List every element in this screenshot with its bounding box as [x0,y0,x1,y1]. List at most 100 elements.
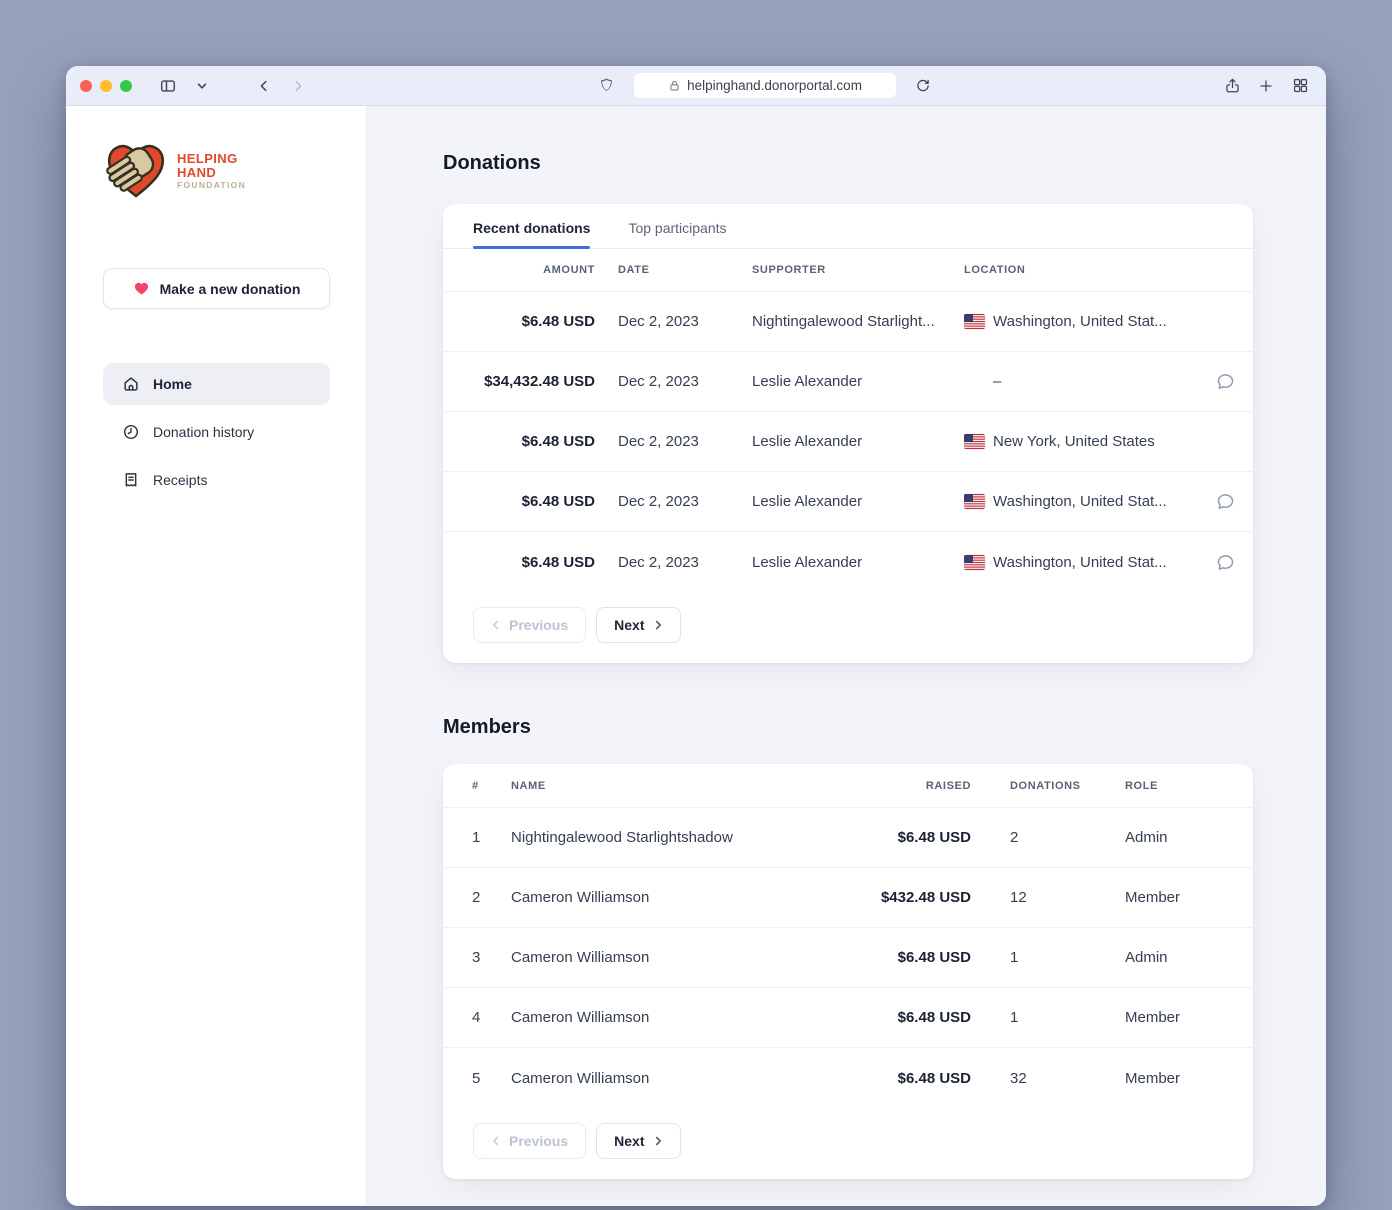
member-raised: $432.48 USD [880,889,971,906]
next-page-button[interactable]: Next [596,607,681,643]
member-row[interactable]: 1 Nightingalewood Starlightshadow $6.48 … [443,808,1253,868]
next-label: Next [614,617,645,633]
tab-overview-icon[interactable] [1288,74,1312,98]
column-header-role: ROLE [1125,779,1158,792]
donation-amount: $6.48 USD [521,433,595,450]
sidebar-toggle-icon[interactable] [156,74,180,98]
us-flag-icon [964,554,985,570]
member-donations: 2 [1010,829,1019,846]
previous-page-button[interactable]: Previous [473,607,587,643]
privacy-shield-icon[interactable] [595,74,619,98]
members-title: Members [443,716,531,738]
member-role: Member [1125,889,1181,906]
column-header-location: LOCATION [964,264,1026,276]
member-role: Admin [1125,949,1168,966]
main-content: Donations Recent donations Top participa… [367,106,1326,1205]
sidebar-item-donation-history[interactable]: Donation history [103,411,330,453]
donations-pagination: Previous Next [443,592,1253,663]
lock-icon [670,80,679,91]
sidebar-item-label: Receipts [153,472,208,488]
tab-recent-donations[interactable]: Recent donations [473,204,591,249]
address-bar[interactable]: helpinghand.donorportal.com [632,72,898,99]
donation-location-text: Washington, United Stat... [993,313,1167,330]
donation-location-text: New York, United States [993,433,1155,450]
donation-row[interactable]: $6.48 USD Dec 2, 2023 Leslie Alexander N… [443,412,1253,472]
browser-toolbar: helpinghand.donorportal.com [66,66,1326,106]
donation-date: Dec 2, 2023 [618,553,699,571]
forward-icon[interactable] [286,74,310,98]
chevron-right-icon [655,1136,661,1146]
comment-icon[interactable] [1216,553,1235,572]
donation-location-text: Washington, United Stat... [993,493,1167,510]
column-header-name: NAME [511,779,546,792]
logo-word-hand: HAND [177,164,217,180]
members-card: # NAME RAISED DONATIONS ROLE 1 Nightinga… [443,764,1253,1179]
column-header-supporter: SUPPORTER [752,264,826,276]
member-row[interactable]: 4 Cameron Williamson $6.48 USD 1 Member [443,988,1253,1048]
member-role: Member [1125,1009,1181,1026]
donation-date: Dec 2, 2023 [618,493,699,510]
donation-supporter: Nightingalewood Starlight... [752,313,935,330]
column-header-raised: RAISED [925,779,971,792]
us-flag-icon [964,494,985,509]
donation-supporter: Leslie Alexander [752,433,863,450]
next-page-button[interactable]: Next [596,1123,681,1159]
member-row[interactable]: 3 Cameron Williamson $6.48 USD 1 Admin [443,928,1253,988]
previous-label: Previous [509,1133,569,1149]
org-logo: HELPING HAND FOUNDATION [103,140,330,202]
donation-row[interactable]: $6.48 USD Dec 2, 2023 Leslie Alexander W… [443,532,1253,592]
member-role: Member [1125,1069,1181,1087]
comment-icon[interactable] [1216,372,1235,391]
member-row[interactable]: 2 Cameron Williamson $432.48 USD 12 Memb… [443,868,1253,928]
donation-date: Dec 2, 2023 [618,313,699,330]
fullscreen-window-button[interactable] [120,79,132,92]
chevron-left-icon [492,1136,499,1146]
donations-title: Donations [443,152,541,174]
chevron-right-icon [655,620,661,630]
close-window-button[interactable] [80,79,92,92]
member-donations: 1 [1010,1009,1019,1026]
members-table-body: 1 Nightingalewood Starlightshadow $6.48 … [443,808,1253,1108]
donation-row[interactable]: $34,432.48 USD Dec 2, 2023 Leslie Alexan… [443,352,1253,412]
sidebar-item-label: Donation history [153,424,255,440]
reload-icon[interactable] [911,74,935,98]
receipt-icon [125,473,137,487]
heart-icon [134,282,148,295]
member-role: Admin [1125,829,1168,846]
helping-hand-logo-icon [106,144,165,198]
share-icon[interactable] [1220,74,1244,98]
column-header-rank: # [472,779,479,792]
member-raised: $6.48 USD [897,829,971,846]
member-name: Nightingalewood Starlightshadow [511,829,733,846]
donation-location-text: – [993,373,1002,390]
chevron-down-icon[interactable] [190,74,214,98]
sidebar-nav: Home Donation history Receipts [103,363,330,501]
chevron-left-icon [492,620,499,630]
url-text: helpinghand.donorportal.com [687,78,862,93]
member-row[interactable]: 5 Cameron Williamson $6.48 USD 32 Member [443,1048,1253,1108]
tab-top-participants[interactable]: Top participants [628,220,727,236]
member-name: Cameron Williamson [511,1009,650,1026]
make-donation-button[interactable]: Make a new donation [103,268,330,309]
back-icon[interactable] [252,74,276,98]
donation-location: New York, United States [964,433,1198,450]
donations-card: Recent donations Top participants AMOUNT… [443,204,1253,663]
previous-page-button[interactable]: Previous [473,1123,587,1159]
comment-icon[interactable] [1216,492,1235,511]
donation-supporter: Leslie Alexander [752,373,863,390]
us-flag-icon [964,314,985,329]
member-name: Cameron Williamson [511,1069,650,1087]
sidebar-item-receipts[interactable]: Receipts [103,459,330,501]
home-icon [124,377,138,391]
minimize-window-button[interactable] [100,79,112,92]
donation-location: Washington, United Stat... [964,554,1198,571]
donation-row[interactable]: $6.48 USD Dec 2, 2023 Leslie Alexander W… [443,472,1253,532]
sidebar-item-home[interactable]: Home [103,363,330,405]
donation-row[interactable]: $6.48 USD Dec 2, 2023 Nightingalewood St… [443,292,1253,352]
sidebar: HELPING HAND FOUNDATION Make a new donat… [66,106,367,1205]
column-header-donations: DONATIONS [1010,779,1081,792]
new-tab-icon[interactable] [1254,74,1278,98]
member-name: Cameron Williamson [511,889,650,906]
member-donations: 1 [1010,949,1019,966]
window-controls [80,79,132,92]
